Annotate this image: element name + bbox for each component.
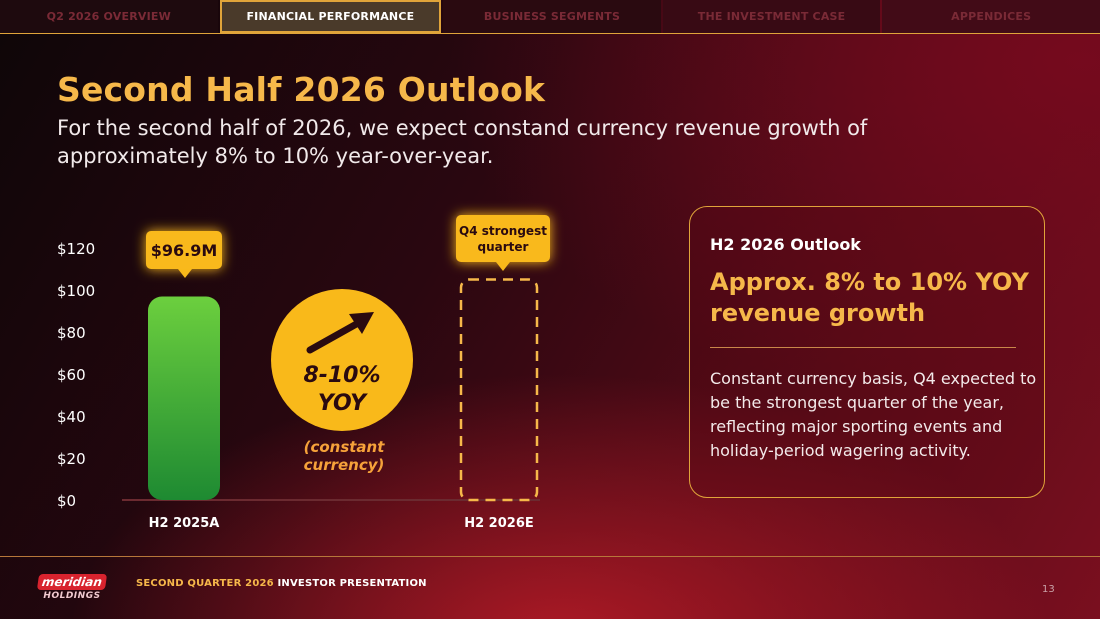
y-tick-label: $20 [57, 450, 86, 468]
footer-divider [0, 556, 1100, 557]
bar-h2-2026e-outline [459, 278, 539, 502]
growth-badge-line2: YOY [318, 391, 368, 416]
tab-investment-case[interactable]: THE INVESTMENT CASE [662, 0, 881, 33]
value-callout-pointer [178, 269, 192, 278]
value-callout-label: $96.9M [151, 241, 218, 260]
y-tick-label: $40 [57, 408, 86, 426]
y-tick-label: $80 [57, 324, 86, 342]
footer-presentation-title: SECOND QUARTER 2026 INVESTOR PRESENTATIO… [136, 578, 427, 589]
growth-arrow-head [349, 312, 374, 334]
card-body: Constant currency basis, Q4 expected to … [710, 369, 1037, 460]
page-number: 13 [1042, 584, 1055, 595]
footer-rest-text: INVESTOR PRESENTATION [273, 578, 427, 589]
growth-note-line1: (constant [304, 438, 386, 456]
y-tick-label: $120 [57, 240, 95, 258]
tab-financial-performance[interactable]: FINANCIAL PERFORMANCE [219, 0, 442, 33]
tab-q2-overview[interactable]: Q2 2026 OVERVIEW [0, 0, 218, 33]
q4-callout-label-line1: Q4 strongest [459, 224, 547, 238]
growth-arrow-shaft [306, 318, 364, 354]
x-category-label: H2 2026E [464, 516, 534, 531]
logo-wordmark: meridian [36, 574, 108, 590]
y-tick-label: $60 [57, 366, 86, 384]
top-navigation: Q2 2026 OVERVIEW FINANCIAL PERFORMANCE B… [0, 0, 1100, 34]
slide-subtitle: For the second half of 2026, we expect c… [57, 116, 868, 168]
tab-business-segments[interactable]: BUSINESS SEGMENTS [443, 0, 661, 33]
card-headline: Approx. 8% to 10% YOY revenue growth [710, 268, 1029, 327]
q4-callout-box [456, 215, 550, 262]
footer-accent-text: SECOND QUARTER 2026 [136, 578, 274, 589]
card-divider [710, 347, 1016, 348]
q4-callout-pointer [496, 262, 510, 271]
q4-callout-label-line2: quarter [478, 240, 529, 254]
growth-note-line2: currency) [304, 456, 385, 474]
value-callout-box [146, 231, 222, 269]
slide-title: Second Half 2026 Outlook [57, 70, 546, 109]
outlook-bar-chart: $0 $20 $40 $60 $80 $100 $120 H2 2025A H2 2026E $9… [40, 200, 600, 540]
growth-badge-line1: 8-10% [303, 363, 380, 388]
card-label: H2 2026 Outlook [710, 235, 861, 254]
chart-canvas: $0 $20 $40 $60 $80 $100 $120 H2 2025A H2 2026E $9… [57, 215, 550, 531]
y-tick-label: $0 [57, 492, 76, 510]
outlook-card: H2 2026 Outlook Approx. 8% to 10% YOY re… [689, 206, 1045, 498]
company-logo: meridian HOLDINGS [36, 574, 108, 602]
x-category-label: H2 2025A [149, 516, 220, 531]
tab-appendices[interactable]: APPENDICES [882, 0, 1100, 33]
logo-subtext: HOLDINGS [43, 591, 101, 601]
bar-h2-2025a [148, 296, 220, 500]
growth-badge-circle [271, 289, 413, 431]
y-tick-label: $100 [57, 282, 95, 300]
